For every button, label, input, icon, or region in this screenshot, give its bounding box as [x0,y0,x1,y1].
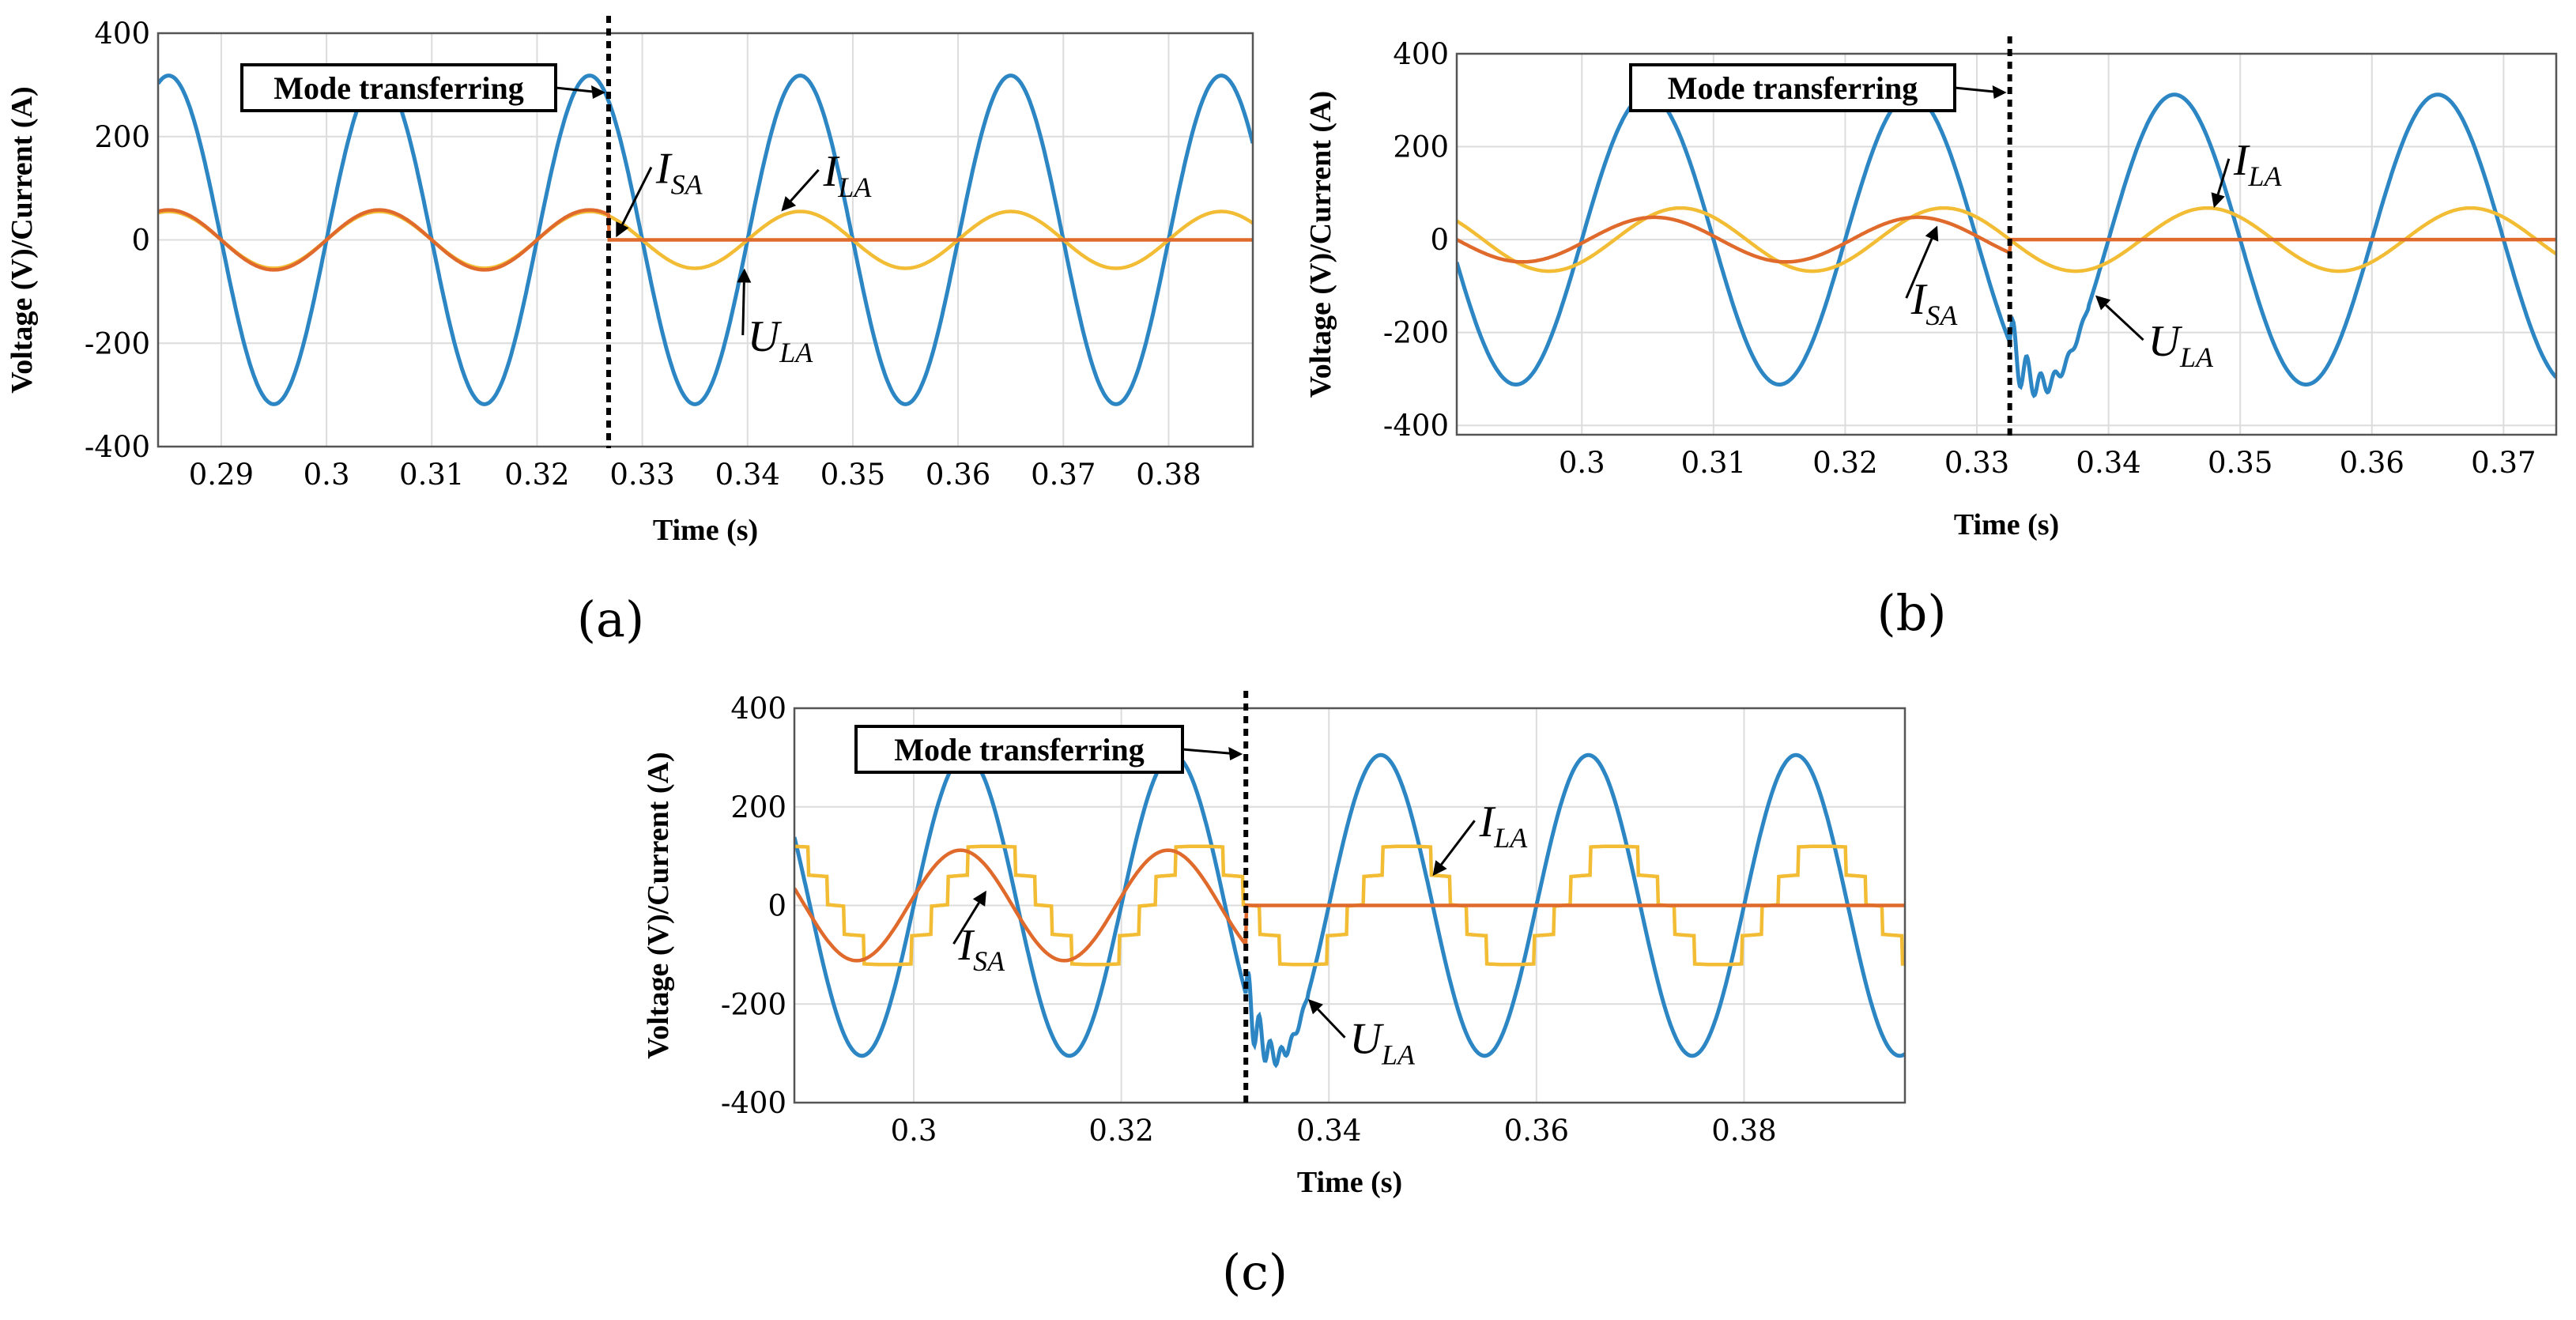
panel-b: Mode transferring 0.3 0.31 0.32 0.33 0.34 0.35… [1304,36,2558,642]
mode-arrow-head [590,85,605,99]
x-tick-label: 0.36 [2340,446,2404,480]
mode-transferring-box [240,63,557,112]
y-tick-label: 200 [730,790,786,824]
x-tick-label: 0.31 [399,458,464,492]
x-axis-label: Time (s) [1954,508,2059,541]
annotation-arrow-head [2211,192,2225,209]
x-axis-label: Time (s) [653,514,758,547]
x-tick-label: 0.38 [1711,1114,1776,1148]
annotation-arrow-head [972,890,986,907]
annotation-arrow [790,168,820,202]
x-tick-label: 0.29 [189,458,254,492]
annotation-arrow [621,166,653,225]
x-axis-label: Time (s) [1297,1166,1402,1199]
mode-arrow [1182,748,1239,756]
series-line-u-la [1457,92,2556,398]
plot-frame [793,707,1907,1104]
y-tick-label: 400 [94,17,150,51]
x-tick-label: 0.37 [2471,446,2536,480]
x-tick-label: 0.3 [891,1114,937,1148]
annotation-arrow-head [1307,999,1323,1015]
x-tick-label: 0.33 [1944,446,2009,480]
series-annotation-i-la: ILA [2233,136,2283,192]
y-tick-label: -400 [721,1086,786,1120]
series-annotation-i-la: ILA [823,147,873,203]
annotation-arrow-head [1925,225,1939,242]
x-tick-label: 0.34 [715,458,780,492]
series-annotation-u-la: ULA [1350,1015,1416,1071]
series-line-i-sa [1457,215,2556,264]
x-tick-label: 0.33 [609,458,674,492]
x-tick-label: 0.34 [2076,446,2140,480]
y-axis-label: Voltage (V)/Current (A) [1304,91,1337,398]
panel-a: Mode transferring 0.29 0.3 0.31 0.32 0.33 0.34… [6,16,1254,648]
x-tick-label: 0.32 [1088,1114,1153,1148]
y-axis-label: Voltage (V)/Current (A) [6,86,39,393]
series-line-i-la [1457,206,2556,273]
mode-transferring-text: Mode transferring [894,732,1145,767]
y-tick-label: -400 [1383,409,1449,443]
y-tick-label: 400 [730,692,786,726]
panel-label: (c) [1222,1243,1288,1301]
y-tick-label: -400 [85,430,150,464]
y-tick-label: 400 [1393,37,1449,71]
annotation-arrow-head [737,268,752,283]
annotation-arrow [1317,1008,1346,1039]
series-annotation-i-sa: ISA [957,921,1005,977]
y-tick-label: 0 [768,889,786,923]
series-annotation-u-la: ULA [748,312,813,368]
mode-arrow-head [1992,85,2007,99]
plot-frame [1455,52,2558,436]
x-tick-label: 0.38 [1136,458,1201,492]
series-line-u-la [158,74,1253,406]
series-annotation-u-la: ULA [2148,317,2214,373]
annotation-arrow [1440,820,1476,866]
y-tick-label: 200 [94,120,150,154]
series-line-i-sa [794,848,1905,963]
annotation-arrow [2216,158,2231,195]
y-tick-label: -200 [721,987,786,1021]
y-tick-label: 0 [1430,223,1449,257]
x-tick-label: 0.36 [1504,1114,1569,1148]
series-annotation-i-la: ILA [1479,798,1529,854]
mode-transferring-text: Mode transferring [273,70,524,106]
series-annotation-i-sa: ISA [1910,275,1959,331]
y-axis-label: Voltage (V)/Current (A) [642,752,675,1058]
x-tick-label: 0.3 [1559,446,1605,480]
y-tick-label: -200 [1383,316,1449,350]
x-tick-label: 0.34 [1296,1114,1361,1148]
mode-arrow-head [1228,747,1243,760]
series-line-i-sa [158,208,1253,272]
x-tick-label: 0.31 [1681,446,1746,480]
annotation-arrow-head [2095,295,2111,311]
panel-label: (b) [1876,584,1946,642]
panel-label: (a) [577,590,644,648]
x-tick-label: 0.36 [926,458,990,492]
series-annotation-i-sa: ISA [655,145,703,201]
x-tick-label: 0.32 [504,458,569,492]
y-tick-label: -200 [85,326,150,360]
annotation-arrow [741,282,745,336]
y-tick-label: 200 [1393,130,1449,164]
mode-transferring-box [854,725,1184,774]
annotation-arrow [952,902,980,945]
x-tick-label: 0.3 [304,458,350,492]
annotation-arrow-head [781,196,797,212]
x-tick-label: 0.35 [2208,446,2272,480]
annotation-arrow-head [616,221,629,238]
y-tick-label: 0 [131,224,150,258]
mode-transferring-text: Mode transferring [1668,70,1918,106]
x-tick-label: 0.32 [1812,446,1877,480]
annotation-arrow-head [1432,860,1447,877]
x-tick-label: 0.37 [1031,458,1096,492]
panel-c: Mode transferring 0.3 0.32 0.34 0.36 0.38 -400… [642,691,1907,1301]
x-tick-label: 0.35 [820,458,885,492]
annotation-arrow [1905,238,1933,299]
plot-frame [157,32,1254,448]
annotation-arrow [2105,304,2144,341]
